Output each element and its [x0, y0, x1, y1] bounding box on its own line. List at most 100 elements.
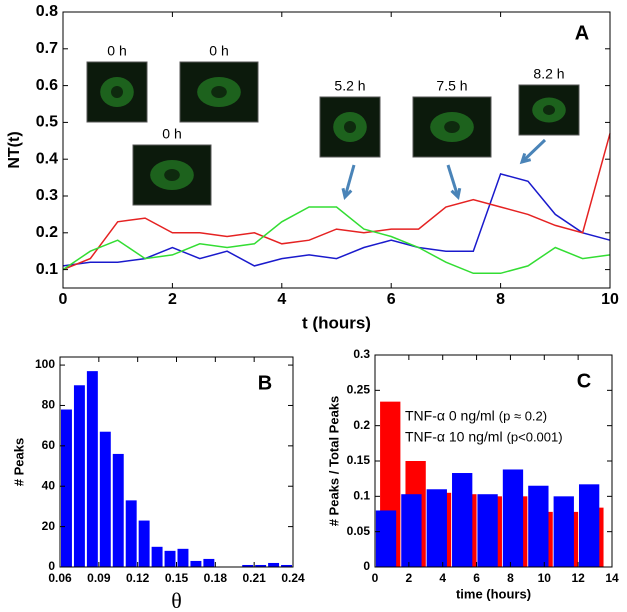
- y-tick-label: 0.1: [36, 261, 58, 278]
- x-tick-label: 0.12: [126, 571, 150, 585]
- x-tick-label: 0.09: [87, 571, 111, 585]
- x-tick-label: 0.24: [281, 571, 305, 585]
- data-line: [62, 206, 611, 275]
- legend-note: (p<0.001): [507, 429, 563, 444]
- y-tick-label: 0.05: [347, 524, 371, 538]
- bar: [553, 496, 574, 567]
- bar: [281, 564, 292, 567]
- cell-image: [179, 61, 259, 123]
- x-axis-label: time (hours): [456, 586, 531, 601]
- x-tick-label: 0.15: [165, 571, 189, 585]
- bar: [477, 494, 498, 567]
- y-tick-label: 0.5: [36, 114, 58, 131]
- bar: [73, 385, 85, 567]
- bar: [164, 550, 176, 567]
- bar: [86, 371, 98, 567]
- x-tick-label: 4: [277, 291, 286, 308]
- y-tick-label: 40: [42, 478, 56, 492]
- x-tick-label: 0.06: [48, 571, 72, 585]
- panel-label: B: [258, 372, 272, 394]
- arrow: [520, 138, 547, 164]
- legend-note: (p ≈ 0.2): [499, 408, 547, 423]
- x-tick-label: 12: [571, 571, 585, 585]
- cell-image: [164, 169, 180, 181]
- cell-image: [211, 86, 227, 98]
- y-tick-label: 0.3: [353, 347, 370, 361]
- y-tick-label: 0.7: [36, 40, 58, 57]
- x-tick-label: 0: [372, 571, 379, 585]
- bar: [255, 564, 267, 567]
- x-tick-label: 0: [59, 291, 68, 308]
- x-tick-label: 6: [473, 571, 480, 585]
- bar: [203, 558, 215, 567]
- x-tick-label: 4: [439, 571, 446, 585]
- arrow: [446, 164, 460, 198]
- x-tick-label: 2: [168, 291, 177, 308]
- data-line: [62, 133, 611, 271]
- annotation: 0 h: [162, 126, 181, 142]
- y-tick-label: 20: [42, 519, 56, 533]
- annotation: 0 h: [107, 43, 126, 59]
- y-tick-label: 0.3: [36, 187, 58, 204]
- bar: [125, 500, 137, 567]
- panel: 0.06 0.09 0.12 0.15 0.18 0.21 0.24 0 20 40 60 80 100…: [11, 356, 305, 612]
- bar: [177, 548, 189, 567]
- y-tick-label: 0.1: [353, 489, 370, 503]
- y-tick-label: 0.8: [36, 3, 58, 20]
- cell-image: [444, 121, 460, 133]
- arrow-head: [519, 152, 532, 165]
- arrow: [343, 164, 356, 198]
- y-tick-label: 0.25: [347, 383, 371, 397]
- y-tick-label: 0: [48, 559, 55, 573]
- y-axis-label: # Peaks: [11, 438, 26, 486]
- bar: [528, 485, 549, 567]
- x-axis-label: θ: [171, 588, 182, 612]
- y-axis-label: NT(t): [6, 131, 23, 168]
- x-tick-label: 14: [605, 571, 619, 585]
- annotation: 8.2 h: [533, 66, 564, 82]
- data-line: [62, 172, 611, 267]
- cell-image: [543, 105, 555, 115]
- bar: [151, 546, 163, 567]
- x-tick-label: 2: [406, 571, 413, 585]
- cell-image: [111, 86, 123, 98]
- y-tick-label: 0.15: [347, 453, 371, 467]
- annotation: 0 h: [209, 43, 228, 59]
- x-tick-label: 0.21: [242, 571, 266, 585]
- panel: TNF-α 0 ng/ml (p ≈ 0.2) TNF-α 10 ng/ml (p<0…: [326, 347, 619, 601]
- annotation: 5.2 h: [334, 78, 365, 94]
- x-axis-label: t (hours): [302, 313, 371, 332]
- panel-label: A: [575, 22, 589, 44]
- x-tick-label: 6: [387, 291, 396, 308]
- x-tick-label: 10: [601, 291, 619, 308]
- bar: [452, 473, 473, 567]
- y-tick-label: 0.2: [36, 224, 58, 241]
- bar: [99, 431, 111, 567]
- y-tick-label: 0.4: [36, 150, 58, 167]
- legend-label: TNF-α 10 ng/ml: [405, 429, 503, 445]
- y-tick-label: 80: [42, 398, 56, 412]
- bar: [578, 484, 600, 567]
- panel-label: C: [577, 370, 591, 392]
- bar: [401, 494, 422, 567]
- y-axis-label: # Peaks / Total Peaks: [326, 396, 341, 527]
- y-tick-label: 0.6: [36, 77, 58, 94]
- y-tick-label: 0.2: [353, 418, 370, 432]
- y-tick-label: 0: [363, 559, 370, 573]
- bar: [242, 564, 254, 567]
- y-tick-label: 60: [42, 438, 56, 452]
- bar: [502, 469, 524, 567]
- legend-label: TNF-α 0 ng/ml: [405, 408, 495, 424]
- annotation: 7.5 h: [436, 78, 467, 94]
- bar: [138, 520, 150, 567]
- bar: [190, 560, 202, 567]
- bar: [112, 453, 124, 567]
- bar: [61, 409, 72, 567]
- x-tick-label: 10: [538, 571, 552, 585]
- arrow-head: [341, 187, 353, 201]
- bar: [375, 510, 397, 567]
- cell-image: [344, 121, 356, 133]
- panel: 0 h 0 h 0 h 5.2 h 7.5 h 8.2 h 0 2 4 6 8 10 0.1 0.2 0.3…: [6, 3, 619, 332]
- y-tick-label: 100: [35, 357, 55, 371]
